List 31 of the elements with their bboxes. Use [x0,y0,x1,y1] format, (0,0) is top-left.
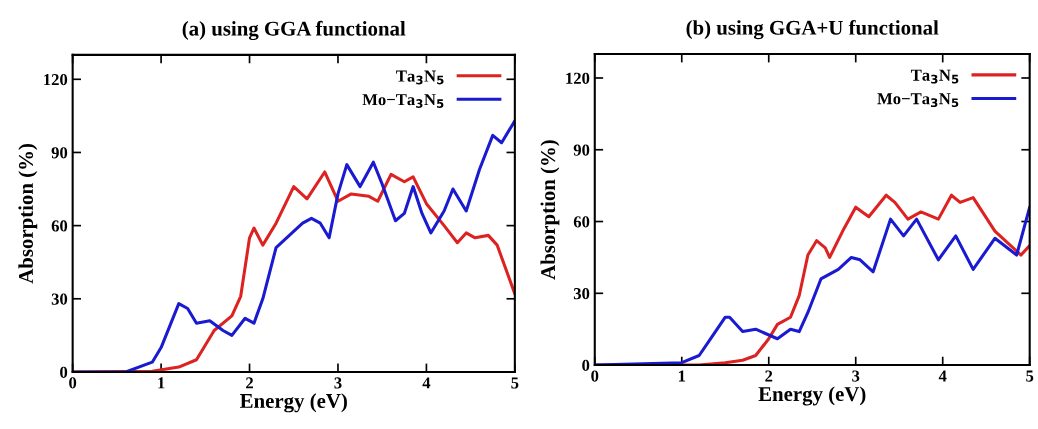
y-tick-label: 0 [582,359,590,372]
y-tick-label: 90 [573,144,590,156]
x-tick-label: 5 [511,377,519,389]
x-axis-title: Energy (eV) [758,386,866,406]
y-axis-title: Absorption (%) [540,140,560,280]
y-tick-label: 120 [566,72,590,84]
x-tick-label: 2 [765,370,773,382]
x-tick-label: 3 [334,377,342,389]
chart-title: (a) using GGA functional [182,20,406,41]
y-axis-title: Absorption (%) [18,144,38,284]
y-tick-label: 60 [51,220,68,232]
x-tick-label: 4 [422,377,431,389]
y-tick-label: 30 [51,293,68,305]
x-tick-label: 3 [852,370,860,382]
y-tick-label: 30 [573,288,590,300]
legend-label: Mo−Ta$_{3}$N$_{5}$ [877,93,959,108]
legend-label: Ta$_{3}$N$_{5}$ [910,69,959,84]
x-tick-label: 2 [246,377,253,389]
y-tick-label: 120 [44,74,68,86]
y-tick-label: 90 [51,147,68,159]
x-tick-label: 0 [591,370,599,382]
y-tick-label: 60 [573,216,590,228]
x-axis-title: Energy (eV) [240,393,347,413]
legend-label: Mo−Ta$_{3}$N$_{5}$ [362,94,444,108]
x-tick-label: 4 [938,370,947,382]
legend-label: Ta$_{3}$N$_{5}$ [396,70,444,85]
x-tick-label: 5 [1026,370,1034,382]
x-tick-label: 1 [158,377,165,389]
chart-title: (b) using GGA+U functional [686,19,939,40]
x-tick-label: 0 [69,377,77,389]
x-tick-label: 1 [678,370,686,382]
